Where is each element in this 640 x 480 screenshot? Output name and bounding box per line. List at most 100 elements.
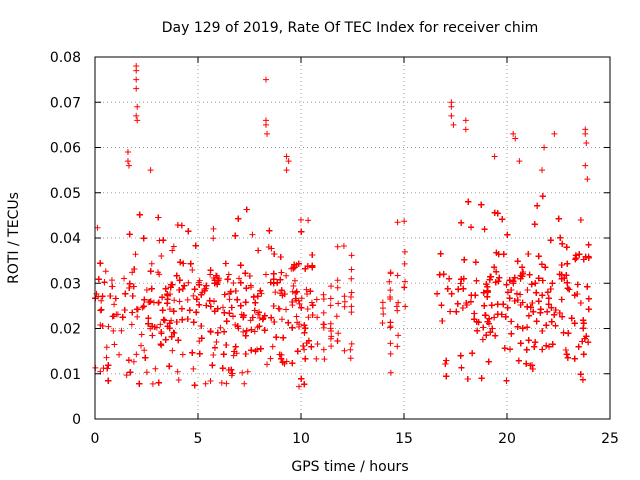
data-point	[563, 351, 570, 358]
data-point	[274, 279, 281, 286]
data-point	[251, 307, 258, 314]
data-point	[539, 193, 546, 200]
data-point	[250, 293, 257, 300]
data-point	[268, 245, 275, 252]
data-point	[234, 296, 241, 303]
data-point	[546, 343, 553, 350]
data-point	[229, 370, 236, 377]
data-point	[129, 309, 136, 316]
data-point	[491, 314, 498, 321]
outlier-point	[516, 158, 523, 165]
data-point	[519, 325, 526, 332]
data-point	[270, 280, 277, 287]
data-point	[240, 312, 247, 319]
data-point	[166, 363, 173, 370]
data-point	[214, 329, 221, 336]
data-point	[202, 380, 209, 387]
data-point	[193, 309, 200, 316]
data-point	[304, 290, 311, 297]
data-point	[533, 318, 540, 325]
data-point	[574, 290, 581, 297]
data-point	[309, 311, 316, 318]
data-point	[347, 355, 354, 362]
data-point	[394, 343, 401, 350]
outlier-point	[448, 103, 455, 110]
data-point	[272, 289, 279, 296]
data-point	[481, 302, 488, 309]
data-point	[234, 323, 241, 330]
data-point	[104, 365, 111, 372]
data-point	[173, 272, 180, 279]
data-point	[539, 346, 546, 353]
data-point	[141, 347, 148, 354]
data-point	[577, 217, 584, 224]
x-axis-label: GPS time / hours	[291, 459, 408, 475]
data-point	[303, 286, 310, 293]
data-point	[556, 310, 563, 317]
data-point	[228, 304, 235, 311]
data-point	[534, 202, 541, 209]
data-point	[580, 325, 587, 332]
data-point	[539, 292, 546, 299]
data-point	[571, 320, 578, 327]
data-point	[259, 316, 266, 323]
data-point	[127, 369, 134, 376]
data-point	[223, 318, 230, 325]
data-point	[535, 253, 542, 260]
data-point	[142, 354, 149, 361]
data-point	[191, 286, 198, 293]
data-point	[347, 294, 354, 301]
data-point	[535, 298, 542, 305]
data-point	[145, 320, 152, 327]
data-point	[437, 250, 444, 257]
data-point	[348, 275, 355, 282]
data-point	[334, 338, 341, 345]
data-point	[190, 365, 197, 372]
data-point	[401, 218, 408, 225]
data-point	[149, 332, 156, 339]
data-point	[261, 312, 268, 319]
data-point	[262, 271, 269, 278]
x-tick-label: 15	[395, 431, 413, 447]
data-point	[148, 260, 155, 267]
data-point	[552, 307, 559, 314]
data-point	[528, 281, 535, 288]
data-point	[513, 290, 520, 297]
data-point	[201, 286, 208, 293]
data-point	[471, 310, 478, 317]
data-point	[529, 299, 536, 306]
data-point	[134, 306, 141, 313]
data-point	[276, 351, 283, 358]
data-point	[297, 216, 304, 223]
data-point	[395, 299, 402, 306]
data-point	[159, 307, 166, 314]
data-point	[189, 349, 196, 356]
data-point	[471, 316, 478, 323]
data-point	[526, 271, 533, 278]
data-point	[170, 308, 177, 315]
data-point	[166, 325, 173, 332]
data-point	[447, 308, 454, 315]
data-point	[275, 305, 282, 312]
data-point	[185, 279, 192, 286]
outlier-point	[133, 85, 140, 92]
data-point	[511, 274, 518, 281]
data-point	[334, 277, 341, 284]
data-point	[181, 282, 188, 289]
data-point	[290, 283, 297, 290]
data-point	[455, 286, 462, 293]
data-point	[348, 303, 355, 310]
data-point	[348, 252, 355, 259]
data-point	[242, 332, 249, 339]
outlier-point	[134, 103, 141, 110]
data-point	[252, 299, 259, 306]
data-point	[508, 318, 515, 325]
data-point	[393, 303, 400, 310]
data-point	[221, 309, 228, 316]
data-point	[99, 322, 106, 329]
data-point	[168, 317, 175, 324]
data-point	[114, 311, 121, 318]
data-point	[305, 314, 312, 321]
outlier-point	[134, 117, 141, 124]
data-point	[302, 355, 309, 362]
